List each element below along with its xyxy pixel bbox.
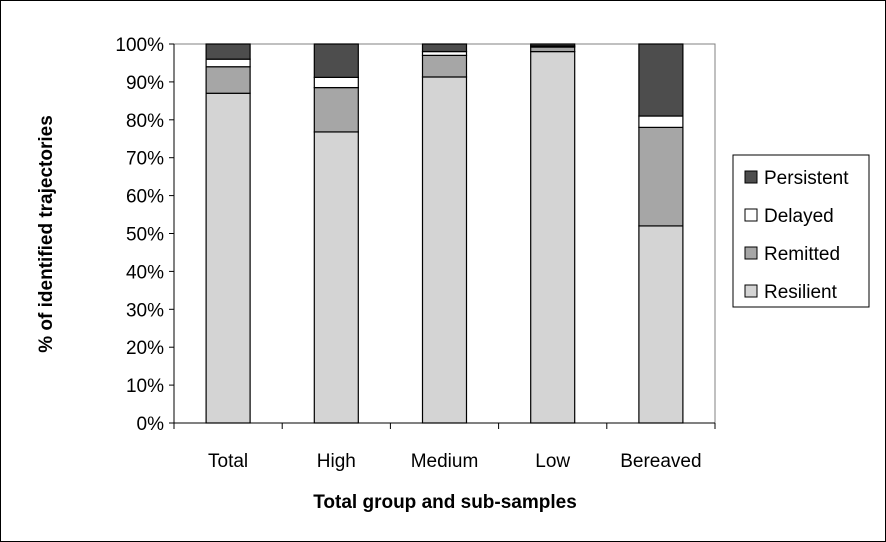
legend-swatch-delayed — [744, 208, 758, 222]
bar-segment-remitted-medium — [421, 54, 468, 78]
bar-segment-delayed-total — [205, 58, 251, 68]
y-tick-label: 50% — [126, 225, 164, 246]
y-tick-label: 90% — [126, 73, 164, 94]
bar-segment-persistent-total — [205, 43, 251, 60]
bar-segment-remitted-total — [205, 66, 251, 94]
legend-label-persistent: Persistent — [764, 168, 849, 189]
bar-segment-resilient-high — [313, 131, 359, 424]
x-axis: Total High Medium Low Bereaved — [173, 422, 716, 472]
x-tick-label: Medium — [411, 451, 479, 472]
bar-segment-persistent-bereaved — [638, 43, 684, 117]
x-tick-label: Low — [535, 451, 570, 472]
bar-segment-persistent-medium — [421, 43, 468, 53]
y-tick-label: 80% — [126, 111, 164, 132]
x-tick-label: Total — [208, 451, 248, 472]
y-axis-title: % of identified trajectories — [36, 115, 57, 353]
legend: Persistent Delayed Remitted Resilient — [732, 154, 870, 308]
bar-segment-resilient-total — [205, 92, 251, 424]
bar-segment-remitted-bereaved — [638, 126, 684, 227]
legend-swatch-persistent — [744, 170, 758, 184]
bar-segment-persistent-high — [313, 43, 359, 78]
y-tick-label: 0% — [137, 414, 165, 435]
bar-segment-delayed-high — [313, 76, 359, 89]
bar-segment-delayed-bereaved — [638, 115, 684, 128]
bar-segment-remitted-low — [530, 46, 576, 53]
x-tick-label: High — [317, 451, 356, 472]
bar-segment-remitted-high — [313, 86, 359, 133]
y-tick-label: 70% — [126, 149, 164, 170]
legend-label-delayed: Delayed — [764, 206, 834, 227]
legend-label-remitted: Remitted — [764, 244, 840, 265]
bar-segment-persistent-low — [530, 43, 576, 47]
x-axis-title: Total group and sub-samples — [313, 492, 577, 513]
legend-swatch-resilient — [744, 284, 758, 298]
bar-segment-resilient-low — [530, 50, 576, 424]
x-tick-label: Bereaved — [620, 451, 701, 472]
y-tick-label: 30% — [126, 300, 164, 321]
y-tick-label: 100% — [115, 35, 164, 56]
y-tick-label: 60% — [126, 187, 164, 208]
y-tick-label: 40% — [126, 262, 164, 283]
bar-segment-resilient-medium — [421, 76, 468, 424]
bars — [205, 43, 684, 424]
y-tick-label: 10% — [126, 376, 164, 397]
legend-label-resilient: Resilient — [764, 282, 838, 303]
bar-segment-resilient-bereaved — [638, 225, 684, 424]
legend-swatch-remitted — [744, 246, 758, 260]
y-tick-label: 20% — [126, 338, 164, 359]
